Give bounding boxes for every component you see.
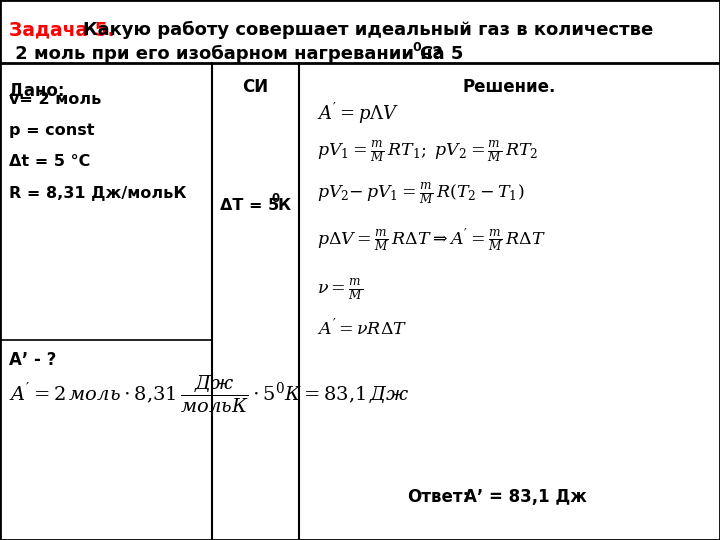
Text: Решение.: Решение. <box>463 78 556 96</box>
Text: 2 моль при его изобарном нагревании на 5: 2 моль при его изобарном нагревании на 5 <box>9 45 470 63</box>
Text: $A' = \nu R\Delta T$: $A' = \nu R\Delta T$ <box>317 317 407 339</box>
Text: $A' = p\Lambda V$: $A' = p\Lambda V$ <box>317 101 399 126</box>
Text: $p\Delta V = \frac{m}{M}\,R\Delta T \Rightarrow A' = \frac{m}{M}\,R\Delta T$: $p\Delta V = \frac{m}{M}\,R\Delta T \Rig… <box>317 227 546 255</box>
Text: Какую работу совершает идеальный газ в количестве: Какую работу совершает идеальный газ в к… <box>83 21 653 39</box>
Text: 0: 0 <box>271 192 279 205</box>
Text: $pV_2{-}\,pV_1 = \frac{m}{M}\,R(T_2-T_1)$: $pV_2{-}\,pV_1 = \frac{m}{M}\,R(T_2-T_1)… <box>317 181 524 207</box>
Text: $\nu = \frac{m}{M}$: $\nu = \frac{m}{M}$ <box>317 277 363 303</box>
Text: С?: С? <box>419 45 443 63</box>
Text: Δt = 5 °C: Δt = 5 °C <box>9 154 91 170</box>
Text: ΔT = 5: ΔT = 5 <box>220 198 284 213</box>
FancyBboxPatch shape <box>0 0 720 63</box>
Text: Задача 5.: Задача 5. <box>9 20 115 39</box>
Text: $A' = 2\,\mathit{моль}\cdot 8{,}31\,\dfrac{\mathit{Дж}}{\mathit{мольК}}\cdot 5^0: $A' = 2\,\mathit{моль}\cdot 8{,}31\,\dfr… <box>9 374 410 415</box>
Text: СИ: СИ <box>243 78 269 96</box>
Text: А’ = 83,1 Дж: А’ = 83,1 Дж <box>464 488 588 506</box>
Text: v= 2 моль: v= 2 моль <box>9 92 102 107</box>
Text: R = 8,31 Дж/мольК: R = 8,31 Дж/мольК <box>9 186 187 201</box>
Text: К: К <box>277 198 290 213</box>
Text: 0: 0 <box>413 41 421 54</box>
Text: А’ - ?: А’ - ? <box>9 351 57 369</box>
Text: $pV_1 = \frac{m}{M}\,RT_1{;}\ pV_2 = \frac{m}{M}\,RT_2$: $pV_1 = \frac{m}{M}\,RT_1{;}\ pV_2 = \fr… <box>317 139 539 165</box>
Text: p = const: p = const <box>9 123 95 138</box>
Text: Ответ:: Ответ: <box>407 488 469 506</box>
Text: Дано:: Дано: <box>9 81 65 99</box>
